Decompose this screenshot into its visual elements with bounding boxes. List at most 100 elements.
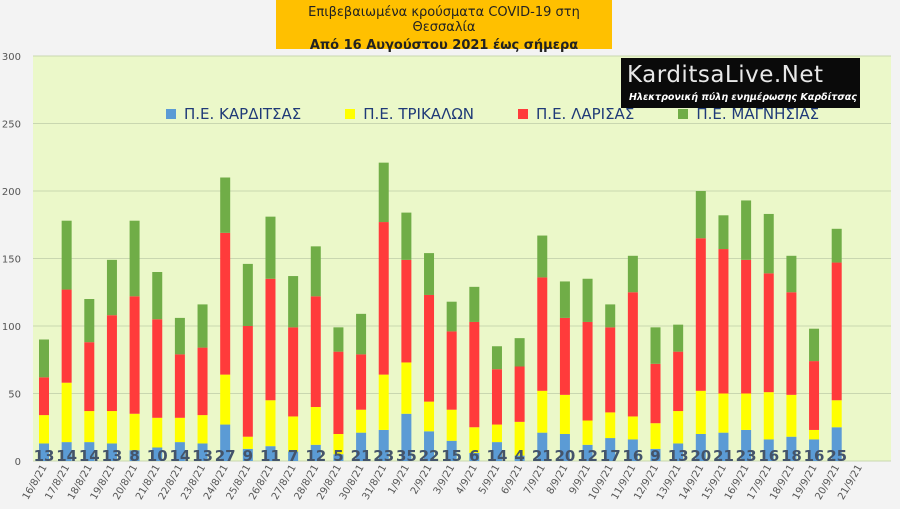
y-axis-ticks: 0 50 100 150 200 250 300: [2, 52, 21, 468]
data-label-karditsa: 21: [713, 447, 734, 465]
bar-segment: [265, 278, 276, 401]
data-label-karditsa: 14: [79, 447, 100, 465]
bar-segment: [310, 246, 321, 297]
bar-segment: [129, 220, 140, 297]
bar-segment: [129, 413, 140, 451]
legend-label-karditsa: Π.Ε. ΚΑΡΔΙΤΣΑΣ: [184, 105, 302, 123]
bar-segment: [786, 394, 797, 437]
bar-segment: [424, 431, 435, 461]
data-label-karditsa: 13: [668, 447, 689, 465]
data-label-karditsa: 11: [260, 447, 281, 465]
bar-segment: [424, 294, 435, 402]
chart-title-box: Επιβεβαιωμένα κρούσματα COVID-19 στη Θεσ…: [276, 0, 612, 53]
bar-segment: [809, 328, 820, 362]
logo-name: KarditsaLive.Net: [627, 62, 824, 88]
bar-segment: [605, 412, 616, 439]
bar-segment: [242, 263, 253, 326]
bar-segment: [39, 415, 49, 444]
bar-segment: [446, 409, 457, 441]
bar-segment: [220, 177, 231, 233]
bar-segment: [695, 434, 706, 461]
legend: Π.Ε. ΚΑΡΔΙΤΣΑΣ Π.Ε. ΤΡΙΚΑΛΩΝ Π.Ε. ΛΑΡΙΣΑ…: [166, 105, 863, 123]
bar-segment: [333, 434, 344, 455]
bar-segment: [197, 443, 208, 461]
bar-segment: [174, 317, 185, 355]
bar-segment: [333, 351, 344, 434]
chart-subtitle: Από 16 Αυγούστου 2021 έως σήμερα: [309, 38, 579, 53]
bar-segment: [152, 272, 163, 320]
y-tick-label: 100: [2, 322, 21, 333]
bar-segment: [61, 442, 72, 461]
bar-segment: [605, 438, 616, 461]
bar-segment: [446, 301, 457, 332]
bar-segment: [265, 446, 276, 461]
bar-segment: [288, 327, 299, 417]
bar-segment: [152, 447, 163, 461]
bar-segment: [491, 442, 502, 461]
bar-segment: [627, 292, 638, 417]
bar-segment: [831, 262, 842, 401]
bar-segment: [831, 228, 842, 263]
bar-segment: [39, 339, 49, 378]
bar-segment: [84, 299, 95, 343]
y-tick-label: 250: [2, 120, 21, 131]
bar-segment: [265, 216, 276, 279]
bar-segment: [582, 278, 593, 322]
bar-segment: [61, 289, 72, 383]
data-label-karditsa: 13: [192, 447, 213, 465]
data-label-karditsa: 4: [514, 447, 524, 465]
bar-segment: [695, 390, 706, 434]
bar-segment: [152, 417, 163, 448]
bar-segment: [242, 326, 253, 437]
bar-segment: [401, 259, 412, 363]
bar-segment: [673, 411, 684, 444]
bar-segment: [356, 432, 367, 461]
chart-title: Επιβεβαιωμένα κρούσματα COVID-19 στη Θεσ…: [308, 5, 580, 35]
data-label-karditsa: 23: [736, 447, 757, 465]
bar-segment: [763, 213, 774, 274]
bar-segment: [537, 277, 548, 391]
bar-segment: [763, 392, 774, 440]
bar-segment: [514, 366, 525, 422]
data-label-karditsa: 9: [243, 447, 253, 465]
bar-segment: [718, 432, 729, 461]
bar-segment: [106, 259, 117, 316]
bar-segment: [333, 327, 344, 352]
legend-item-trikala: Π.Ε. ΤΡΙΚΑΛΩΝ: [345, 105, 474, 123]
y-tick-label: 200: [2, 187, 21, 198]
bar-segment: [695, 191, 706, 239]
bar-segment: [650, 327, 661, 364]
bar-segment: [174, 417, 185, 443]
bar-segment: [220, 374, 231, 425]
bar-segment: [809, 361, 820, 430]
bar-segment: [220, 232, 231, 375]
bar-segment: [809, 439, 820, 461]
bar-segment: [695, 238, 706, 391]
bar-segment: [39, 443, 49, 461]
data-label-karditsa: 22: [419, 447, 440, 465]
bars: [39, 162, 842, 461]
bar-segment: [786, 436, 797, 461]
bar-segment: [650, 423, 661, 449]
bar-segment: [469, 321, 480, 428]
karditsalive-logo: KarditsaLive.Net Ηλεκτρονική πύλη ενημέρ…: [621, 58, 860, 108]
data-label-karditsa: 20: [690, 447, 711, 465]
bar-segment: [469, 452, 480, 461]
bar-segment: [627, 255, 638, 293]
bar-segment: [559, 394, 570, 434]
bar-segment: [786, 255, 797, 293]
data-label-karditsa: 6: [469, 447, 479, 465]
bar-segment: [514, 455, 525, 461]
bar-segment: [84, 442, 95, 461]
bar-segment: [242, 436, 253, 449]
data-label-karditsa: 17: [600, 447, 621, 465]
legend-swatch-karditsa: [166, 109, 176, 119]
data-label-karditsa: 16: [804, 447, 825, 465]
bar-segment: [265, 400, 276, 447]
data-label-karditsa: 27: [215, 447, 236, 465]
data-label-karditsa: 21: [532, 447, 553, 465]
bar-segment: [288, 276, 299, 328]
bar-segment: [673, 324, 684, 352]
bar-segment: [559, 317, 570, 395]
